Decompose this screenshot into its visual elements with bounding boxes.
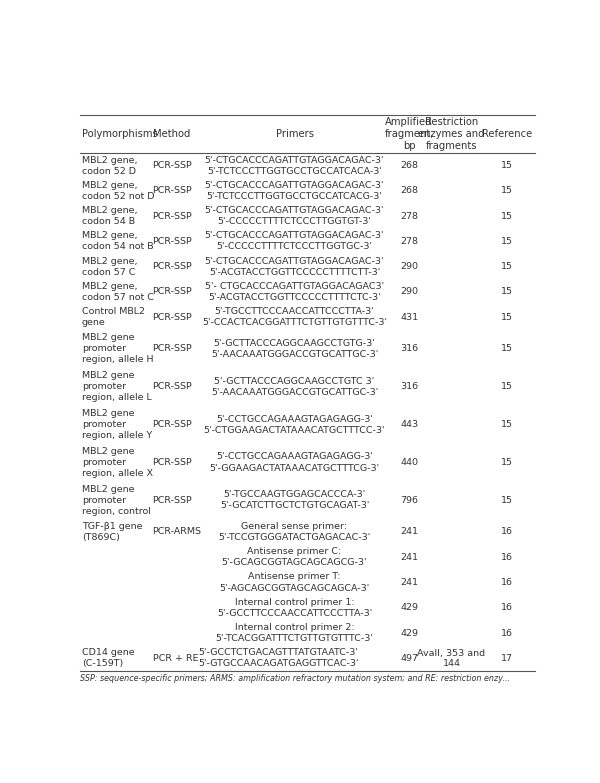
Text: MBL2 gene,
codon 57 C: MBL2 gene, codon 57 C [82,257,137,276]
Text: MBL2 gene,
codon 57 not C: MBL2 gene, codon 57 not C [82,282,154,302]
Text: 15: 15 [501,211,513,221]
Text: General sense primer:
5'-TCCGTGGGATACTGAGACAC-3': General sense primer: 5'-TCCGTGGGATACTGA… [218,522,371,542]
Text: PCR-SSP: PCR-SSP [152,211,193,221]
Text: Control MBL2
gene: Control MBL2 gene [82,307,145,327]
Text: PCR-SSP: PCR-SSP [152,287,193,297]
Text: 5'-CCTGCCAGAAAGTAGAGAGG-3'
5'-CTGGAAGACTATAAACATGCTTTCC-3': 5'-CCTGCCAGAAAGTAGAGAGG-3' 5'-CTGGAAGACT… [204,414,385,435]
Text: 241: 241 [400,528,418,536]
Text: PCR + RE: PCR + RE [152,654,198,663]
Text: Reference: Reference [482,129,532,139]
Text: 5'-GCTTACCCAGGCAAGCCTGTC 3'
5'-AACAAATGGGACCGTGCATTGC-3': 5'-GCTTACCCAGGCAAGCCTGTC 3' 5'-AACAAATGG… [211,377,378,397]
Text: PCR-SSP: PCR-SSP [152,161,193,170]
Text: MBL2 gene,
codon 54 B: MBL2 gene, codon 54 B [82,206,137,226]
Text: MBL2 gene
promoter
region, allele X: MBL2 gene promoter region, allele X [82,447,153,478]
Text: MBL2 gene
promoter
region, control: MBL2 gene promoter region, control [82,485,151,516]
Text: 429: 429 [400,629,418,637]
Text: SSP: sequence-specific primers; ARMS: amplification refractory mutation system; : SSP: sequence-specific primers; ARMS: am… [80,674,509,683]
Text: MBL2 gene,
codon 54 not B: MBL2 gene, codon 54 not B [82,231,154,251]
Text: Amplified
fragment,
bp: Amplified fragment, bp [385,117,434,150]
Text: MBL2 gene,
codon 52 D: MBL2 gene, codon 52 D [82,156,137,175]
Text: 278: 278 [400,237,418,246]
Text: 5'-TGCCTTCCCAACCATTCCCTTA-3'
5'-CCACTCACGGATTTCTGTTGTGTTTC-3': 5'-TGCCTTCCCAACCATTCCCTTA-3' 5'-CCACTCAC… [202,307,387,327]
Text: 5'-TGCCAAGTGGAGCACCCA-3'
5'-GCATCTTGCTCTGTGCAGAT-3': 5'-TGCCAAGTGGAGCACCCA-3' 5'-GCATCTTGCTCT… [220,490,369,511]
Text: 268: 268 [400,161,418,170]
Text: Method: Method [152,129,190,139]
Text: 316: 316 [400,382,418,392]
Text: 16: 16 [501,603,513,612]
Text: 15: 15 [501,186,513,196]
Text: 440: 440 [400,458,418,467]
Text: 15: 15 [501,345,513,353]
Text: AvaII, 353 and
144: AvaII, 353 and 144 [418,648,485,668]
Text: 15: 15 [501,458,513,467]
Text: 15: 15 [501,237,513,246]
Text: 443: 443 [400,420,418,429]
Text: PCR-SSP: PCR-SSP [152,262,193,271]
Text: 5'-CTGCACCCAGATTGTAGGACAGAC-3'
5'-ACGTACCTGGTTCCCCCTTTTCTT-3': 5'-CTGCACCCAGATTGTAGGACAGAC-3' 5'-ACGTAC… [205,257,384,276]
Text: PCR-SSP: PCR-SSP [152,186,193,196]
Text: TGF-β1 gene
(T869C): TGF-β1 gene (T869C) [82,522,142,542]
Text: 5'-CCTGCCAGAAAGTAGAGAGG-3'
5'-GGAAGACTATAAACATGCTTTCG-3': 5'-CCTGCCAGAAAGTAGAGAGG-3' 5'-GGAAGACTAT… [209,453,380,473]
Text: 16: 16 [501,528,513,536]
Text: PCR-SSP: PCR-SSP [152,496,193,505]
Text: CD14 gene
(C-159T): CD14 gene (C-159T) [82,648,134,669]
Text: PCR-SSP: PCR-SSP [152,237,193,246]
Text: 5'-GCTTACCCAGGCAAGCCTGTG-3'
5'-AACAAATGGGACCGTGCATTGC-3': 5'-GCTTACCCAGGCAAGCCTGTG-3' 5'-AACAAATGG… [211,339,378,359]
Text: Polymorphisms: Polymorphisms [82,129,158,139]
Text: Internal control primer 2:
5'-TCACGGATTTCTGTTGTGTTTC-3': Internal control primer 2: 5'-TCACGGATTT… [215,623,373,643]
Text: 796: 796 [400,496,418,505]
Text: 15: 15 [501,420,513,429]
Text: PCR-SSP: PCR-SSP [152,345,193,353]
Text: 5'-CTGCACCCAGATTGTAGGACAGAC-3'
5'-TCTCCCTTGGTGCCTGCCATCACA-3': 5'-CTGCACCCAGATTGTAGGACAGAC-3' 5'-TCTCCC… [205,156,384,175]
Text: 16: 16 [501,629,513,637]
Text: Antisense primer T:
5'-AGCAGCGGTAGCAGCAGCA-3': Antisense primer T: 5'-AGCAGCGGTAGCAGCAG… [220,572,370,593]
Text: 290: 290 [400,287,418,297]
Text: 15: 15 [501,262,513,271]
Text: 5'- CTGCACCCAGATTGTAGGACAGAC3'
5'-ACGTACCTGGTTCCCCCTTTTCTC-3': 5'- CTGCACCCAGATTGTAGGACAGAC3' 5'-ACGTAC… [205,282,384,302]
Text: MBL2 gene
promoter
region, allele Y: MBL2 gene promoter region, allele Y [82,409,152,440]
Text: MBL2 gene
promoter
region, allele L: MBL2 gene promoter region, allele L [82,371,152,402]
Text: 5'-GCCTCTGACAGTTTATGTAATC-3'
5'-GTGCCAACAGATGAGGTTCAC-3': 5'-GCCTCTGACAGTTTATGTAATC-3' 5'-GTGCCAAC… [198,648,359,669]
Text: MBL2 gene,
codon 52 not D: MBL2 gene, codon 52 not D [82,181,154,201]
Text: 316: 316 [400,345,418,353]
Text: 278: 278 [400,211,418,221]
Text: 16: 16 [501,553,513,561]
Text: 15: 15 [501,382,513,392]
Text: 268: 268 [400,186,418,196]
Text: Internal control primer 1:
5'-GCCTTCCCAACCATTCCCTTA-3': Internal control primer 1: 5'-GCCTTCCCAA… [217,597,372,618]
Text: 497: 497 [400,654,418,663]
Text: 241: 241 [400,578,418,587]
Text: 290: 290 [400,262,418,271]
Text: 15: 15 [501,161,513,170]
Text: PCR-SSP: PCR-SSP [152,420,193,429]
Text: 15: 15 [501,312,513,322]
Text: 5'-CTGCACCCAGATTGTAGGACAGAC-3'
5'-CCCCCTTTTCTCCCTTGGTGC-3': 5'-CTGCACCCAGATTGTAGGACAGAC-3' 5'-CCCCCT… [205,231,384,251]
Text: PCR-ARMS: PCR-ARMS [152,528,202,536]
Text: Restriction
enzymes and
fragments: Restriction enzymes and fragments [418,117,485,150]
Text: MBL2 gene
promoter
region, allele H: MBL2 gene promoter region, allele H [82,334,154,364]
Text: PCR-SSP: PCR-SSP [152,382,193,392]
Text: Antisense primer C:
5'-GCAGCGGTAGCAGCAGCG-3': Antisense primer C: 5'-GCAGCGGTAGCAGCAGC… [222,547,367,568]
Text: 15: 15 [501,496,513,505]
Text: Primers: Primers [275,129,314,139]
Text: 5'-CTGCACCCAGATTGTAGGACAGAC-3'
5'-CCCCCTTTTCTCCCTTGGTGT-3': 5'-CTGCACCCAGATTGTAGGACAGAC-3' 5'-CCCCCT… [205,206,384,226]
Text: 17: 17 [501,654,513,663]
Text: PCR-SSP: PCR-SSP [152,458,193,467]
Text: 431: 431 [400,312,418,322]
Text: PCR-SSP: PCR-SSP [152,312,193,322]
Text: 429: 429 [400,603,418,612]
Text: 5'-CTGCACCCAGATTGTAGGACAGAC-3'
5'-TCTCCCTTGGTGCCTGCCATCACG-3': 5'-CTGCACCCAGATTGTAGGACAGAC-3' 5'-TCTCCC… [205,181,384,201]
Text: 15: 15 [501,287,513,297]
Text: 241: 241 [400,553,418,561]
Text: 16: 16 [501,578,513,587]
